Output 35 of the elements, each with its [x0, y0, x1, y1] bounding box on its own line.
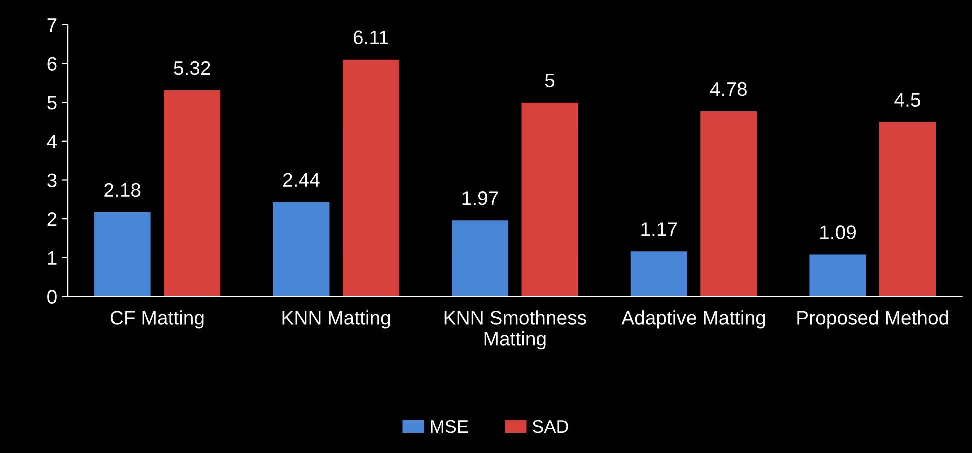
y-tick-label: 0 — [48, 290, 57, 304]
data-label: 1.17 — [642, 222, 678, 236]
data-label: 5.32 — [174, 61, 210, 76]
bar — [521, 102, 579, 297]
y-tick-label: 2 — [48, 212, 57, 226]
y-tick-label: 6 — [48, 57, 57, 71]
data-label: 1.09 — [820, 226, 856, 240]
bar — [630, 250, 688, 297]
data-label: 2.18 — [104, 183, 141, 198]
data-label: 6.11 — [354, 30, 388, 45]
x-tick-label: KNN Smothness Matting — [444, 310, 586, 350]
bar — [272, 202, 330, 297]
bar — [163, 90, 222, 297]
bar — [700, 110, 758, 297]
y-tick-label: 4 — [47, 135, 58, 148]
x-tick-label: CF Matting — [110, 310, 204, 329]
data-label: 4.5 — [894, 93, 920, 108]
legend-label: SAD — [532, 420, 568, 434]
x-tick-label: Proposed Method — [798, 310, 948, 329]
y-tick-label: 1 — [48, 252, 57, 265]
data-label: 2.44 — [283, 173, 320, 187]
y-tick-label: 3 — [48, 174, 57, 188]
bar — [94, 212, 152, 297]
x-tick-label: Adaptive Matting — [622, 310, 766, 329]
bar — [878, 122, 937, 297]
y-tick-label: 5 — [48, 96, 57, 110]
data-label: 5 — [545, 74, 555, 88]
bar — [342, 59, 400, 297]
bar — [809, 254, 867, 297]
bar — [451, 220, 510, 297]
x-tick-label: KNN Matting — [282, 310, 390, 329]
y-tick-label: 7 — [48, 18, 57, 32]
legend-label: MSE — [431, 420, 468, 434]
data-label: 1.97 — [462, 192, 498, 206]
data-label: 4.78 — [710, 82, 747, 96]
